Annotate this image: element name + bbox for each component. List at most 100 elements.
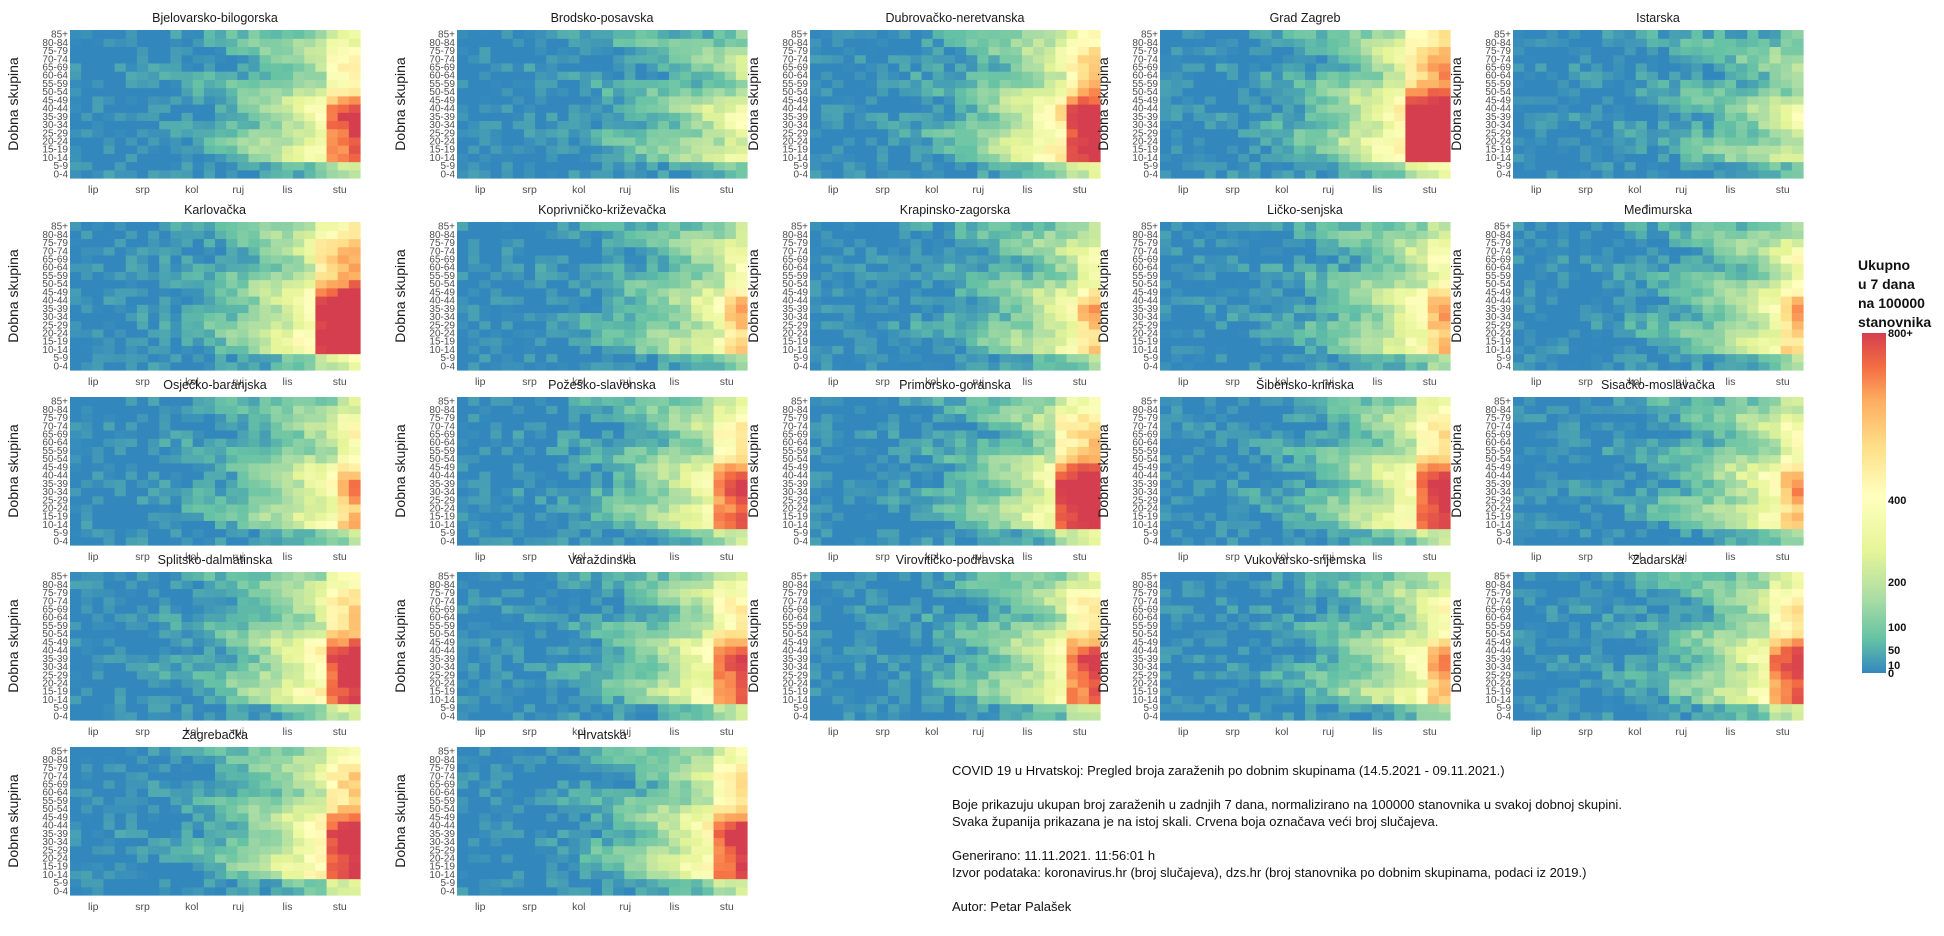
heatmap-cell [713, 79, 726, 89]
heatmap-cell [1249, 230, 1261, 240]
heatmap-cell [1316, 263, 1328, 272]
heatmap-cell [293, 304, 305, 314]
heatmap-cell [1416, 271, 1429, 281]
heatmap-cell [1088, 169, 1101, 179]
x-tick-label: lip [1178, 184, 1189, 196]
y-tick-label: 85+ [51, 30, 68, 41]
heatmap-cell [702, 361, 715, 371]
heatmap-cell [568, 46, 581, 56]
heatmap-cell [535, 136, 547, 146]
heatmap-cell [1405, 153, 1418, 163]
heatmap-cell [865, 320, 878, 330]
heatmap-cell [854, 120, 867, 130]
heatmap-cell [921, 246, 934, 256]
heatmap-cell [899, 353, 911, 363]
heatmap-cell [457, 169, 469, 179]
heatmap-cell [70, 62, 82, 72]
heatmap-cell [1055, 38, 1068, 48]
heatmap-cell [668, 120, 681, 130]
heatmap-cell [270, 222, 283, 231]
heatmap-cell [136, 62, 149, 72]
heatmap-cell [479, 337, 492, 346]
heatmap-cell [523, 112, 536, 122]
heatmap-cell [192, 254, 205, 264]
heatmap-cell [103, 328, 116, 338]
heatmap-cell [1438, 279, 1451, 289]
heatmap-cell [865, 161, 878, 171]
heatmap-cell [1327, 30, 1340, 39]
heatmap-cell [125, 337, 138, 346]
heatmap-cell [1635, 279, 1648, 289]
heatmap-cell [921, 79, 934, 89]
heatmap-cell [468, 136, 480, 146]
heatmap-cell [810, 153, 822, 163]
heatmap-cell [1747, 230, 1759, 240]
heatmap-cell [1226, 328, 1239, 338]
heatmap-cell [1316, 120, 1328, 130]
heatmap-cell [546, 304, 558, 314]
heatmap-cell [999, 222, 1012, 231]
heatmap-cell [1702, 271, 1715, 281]
heatmap-cell [1305, 337, 1317, 346]
heatmap-cell [691, 95, 703, 105]
heatmap-cell [843, 271, 856, 281]
heatmap-cell [270, 254, 283, 264]
heatmap-cell [1371, 62, 1384, 72]
heatmap-cell [1416, 112, 1429, 122]
heatmap-cell [1226, 304, 1239, 314]
heatmap-cell [602, 312, 614, 322]
heatmap-cell [1293, 222, 1306, 231]
heatmap-cell [348, 87, 361, 97]
heatmap-cell [568, 54, 581, 64]
heatmap-cell [248, 104, 261, 113]
heatmap-cell [977, 230, 990, 240]
heatmap-cell [943, 353, 956, 363]
heatmap-cell [724, 46, 737, 56]
heatmap-cell [1579, 169, 1592, 179]
heatmap-cell [680, 304, 692, 314]
heatmap-cell [966, 153, 978, 163]
heatmap-cell [1691, 271, 1704, 281]
heatmap-cell [1182, 30, 1195, 39]
heatmap-cell [103, 254, 116, 264]
heatmap-cell [624, 230, 637, 240]
heatmap-cell [479, 246, 492, 256]
heatmap-cell [1282, 136, 1295, 146]
heatmap-cell [1557, 222, 1570, 231]
y-tick-label: 45-49 [1132, 95, 1158, 106]
heatmap-cell [668, 287, 681, 297]
heatmap-cell [988, 169, 1001, 179]
heatmap-cell [1579, 287, 1592, 297]
heatmap-cell [1546, 304, 1559, 314]
heatmap-cell [215, 169, 227, 179]
heatmap-cell [1535, 304, 1548, 314]
heatmap-cell [1680, 222, 1693, 231]
heatmap-cell [680, 353, 692, 363]
heatmap-cell [899, 153, 911, 163]
heatmap-cell [293, 161, 305, 171]
heatmap-cell [512, 30, 525, 39]
heatmap-cell [281, 320, 294, 330]
y-tick-label: 45-49 [1485, 287, 1511, 298]
heatmap-cell [1758, 169, 1771, 179]
y-tick-label: 50-54 [1132, 87, 1158, 98]
heatmap-cell [1249, 345, 1261, 355]
heatmap-cell [1282, 271, 1295, 281]
heatmap-cell [1010, 136, 1023, 146]
heatmap-cell [92, 222, 105, 231]
heatmap-cell [1724, 279, 1737, 289]
heatmap-cell [1383, 328, 1395, 338]
heatmap-cell [899, 263, 911, 272]
heatmap-cell [170, 230, 183, 240]
heatmap-cell [1021, 337, 1034, 346]
heatmap-cell [1021, 120, 1034, 130]
heatmap-cell [1383, 71, 1395, 80]
heatmap-cell [1747, 95, 1759, 105]
heatmap-cell [932, 62, 945, 72]
heatmap-cell [159, 230, 171, 240]
heatmap-cell [1635, 254, 1648, 264]
heatmap-cell [1021, 153, 1034, 163]
heatmap-cell [657, 161, 670, 171]
heatmap-cell [248, 287, 261, 297]
